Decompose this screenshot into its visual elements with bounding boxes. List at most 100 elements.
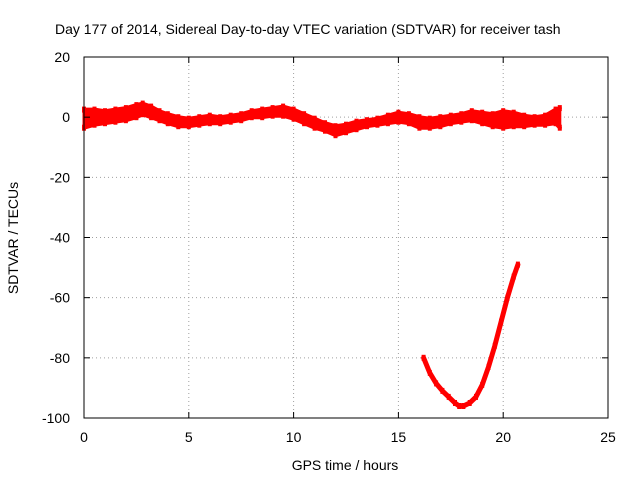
data-point (186, 115, 191, 122)
data-point (123, 105, 128, 112)
data-point (459, 111, 464, 118)
data-point (270, 112, 275, 119)
data-point (113, 118, 118, 125)
data-point (421, 354, 426, 361)
data-point (480, 381, 485, 388)
data-point (113, 106, 118, 113)
data-point (490, 111, 495, 118)
data-point (239, 117, 244, 124)
data-point (446, 393, 451, 400)
data-point (270, 105, 275, 112)
data-point (427, 369, 432, 376)
data-point (396, 109, 401, 116)
data-point (461, 403, 466, 409)
data-point (333, 123, 338, 130)
data-point (281, 103, 286, 110)
data-point (511, 109, 516, 116)
data-point (457, 403, 462, 409)
data-point (474, 393, 478, 400)
data-point (92, 121, 97, 128)
data-point (291, 106, 296, 113)
data-point (149, 103, 154, 110)
x-tick-label: 5 (185, 429, 193, 445)
data-point (511, 123, 516, 130)
data-point (448, 112, 453, 119)
data-point (249, 108, 254, 115)
data-point (438, 123, 443, 130)
data-point (469, 117, 474, 124)
y-tick-label: -40 (50, 230, 70, 246)
data-point (249, 114, 254, 121)
data-point (134, 102, 139, 109)
data-point (323, 127, 327, 134)
data-point (459, 118, 464, 125)
data-point (438, 114, 443, 121)
x-tick-label: 25 (600, 429, 616, 445)
data-point (469, 108, 474, 115)
data-point (553, 106, 558, 113)
data-point (501, 108, 506, 115)
data-point (511, 273, 516, 280)
data-point (333, 132, 338, 139)
data-point (218, 120, 223, 127)
data-point (427, 115, 432, 122)
data-point (197, 114, 202, 121)
data-point (260, 114, 265, 121)
data-point (365, 117, 369, 124)
data-point (149, 114, 154, 121)
data-point (532, 121, 537, 128)
data-point (532, 114, 537, 121)
data-point (453, 400, 457, 406)
data-point (417, 124, 422, 131)
data-point (434, 380, 439, 387)
data-point (291, 115, 296, 122)
data-point (134, 114, 139, 121)
data-point (480, 109, 485, 116)
data-point (344, 129, 348, 136)
data-point (323, 120, 327, 127)
data-point (505, 294, 510, 301)
data-point (176, 123, 181, 130)
y-tick-label: -100 (42, 410, 70, 426)
data-point (427, 124, 432, 131)
y-tick-label: 20 (54, 49, 70, 65)
data-point (92, 106, 97, 113)
data-point (490, 123, 495, 130)
data-point (312, 124, 317, 131)
data-point (228, 112, 233, 119)
data-point (123, 117, 128, 124)
y-tick-label: -60 (50, 290, 70, 306)
data-point (344, 121, 348, 128)
data-point (197, 121, 202, 128)
x-tick-label: 20 (495, 429, 511, 445)
data-point (522, 112, 527, 119)
data-point (448, 120, 453, 127)
data-point (218, 114, 223, 121)
y-tick-label: -20 (50, 169, 70, 185)
data-point (207, 112, 212, 119)
y-tick-label: -80 (50, 350, 70, 366)
data-point (480, 120, 485, 127)
data-point (375, 115, 380, 122)
data-point (176, 114, 181, 121)
data-point (515, 261, 520, 268)
data-point (103, 120, 107, 127)
data-point (406, 111, 411, 118)
data-point (239, 111, 244, 118)
x-tick-label: 10 (286, 429, 302, 445)
data-point (140, 111, 145, 118)
data-point (553, 120, 558, 127)
data-point (165, 120, 170, 127)
data-point (385, 112, 390, 119)
data-point (157, 108, 162, 115)
data-point (486, 363, 491, 370)
tick-layer: 0 5 10 15 20 25 -100 -80 -60 -40 -20 0 20 (42, 49, 616, 445)
x-tick-label: 0 (80, 429, 88, 445)
data-point (557, 124, 562, 131)
data-point (260, 106, 265, 113)
data-point (157, 117, 162, 124)
y-axis-label: SDTVAR / TECUs (5, 182, 21, 294)
x-axis-label: GPS time / hours (292, 457, 399, 473)
